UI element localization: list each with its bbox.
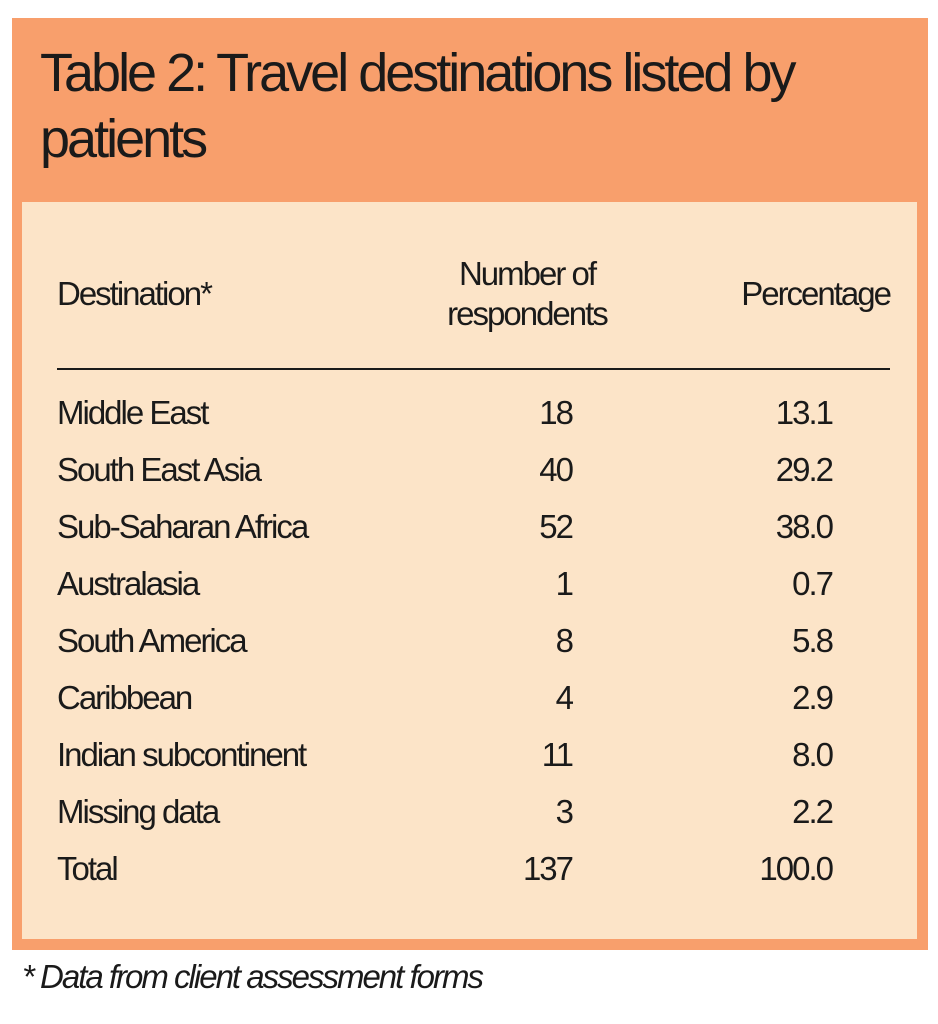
percentage-cell: 13.1 [775, 394, 834, 431]
footnote: * Data from client assessment forms [22, 958, 484, 995]
destination-cell: Middle East [57, 394, 209, 431]
header-respondents-line2: respondents [447, 295, 609, 332]
percentage-cell: 29.2 [775, 451, 834, 488]
header-respondents: Number of respondents [387, 220, 667, 370]
header-row: Destination* Number of respondents Perce… [57, 220, 892, 370]
destination-cell: South East Asia [57, 451, 262, 488]
destination-cell: Missing data [57, 793, 220, 830]
percentage-cell: 100.0 [759, 850, 834, 887]
respondents-cell: 8 [555, 622, 574, 659]
header-percentage: Percentage [667, 220, 892, 370]
table-title: Table 2: Travel destinations listed by p… [40, 43, 796, 169]
table-panel: Destination* Number of respondents Perce… [22, 202, 917, 939]
percentage-cell: 2.9 [792, 679, 834, 716]
percentage-cell: 38.0 [775, 508, 834, 545]
respondents-cell: 52 [539, 508, 574, 545]
table-row: Missing data 3 2.2 [57, 783, 890, 840]
destination-cell: South America [57, 622, 248, 659]
destinations-table: Destination* Number of respondents Perce… [57, 220, 892, 897]
table-row: Australasia 1 0.7 [57, 555, 890, 612]
respondents-cell: 11 [541, 736, 574, 773]
respondents-cell: 1 [555, 565, 574, 602]
respondents-cell: 4 [555, 679, 574, 716]
header-respondents-line1: Number of [458, 255, 597, 292]
table-row: Caribbean 4 2.9 [57, 669, 890, 726]
percentage-cell: 0.7 [792, 565, 834, 602]
table-row: Indian subcontinent 11 8.0 [57, 726, 890, 783]
percentage-cell: 2.2 [792, 793, 834, 830]
percentage-cell: 8.0 [792, 736, 834, 773]
table-row: Sub-Saharan Africa 52 38.0 [57, 498, 890, 555]
destination-cell: Total [57, 850, 119, 887]
percentage-cell: 5.8 [792, 622, 834, 659]
destination-cell: Caribbean [57, 679, 193, 716]
respondents-cell: 40 [539, 451, 574, 488]
respondents-cell: 137 [522, 850, 574, 887]
table-row: South America 8 5.8 [57, 612, 890, 669]
destination-cell: Indian subcontinent [57, 736, 307, 773]
respondents-cell: 18 [539, 394, 574, 431]
header-destination: Destination* [57, 220, 387, 370]
table-frame: Table 2: Travel destinations listed by p… [12, 18, 928, 950]
destination-cell: Sub-Saharan Africa [57, 508, 309, 545]
table-row: South East Asia 40 29.2 [57, 441, 890, 498]
table-row-total: Total 137 100.0 [57, 840, 890, 897]
table-row: Middle East 18 13.1 [57, 369, 890, 441]
respondents-cell: 3 [555, 793, 574, 830]
destination-cell: Australasia [57, 565, 200, 602]
